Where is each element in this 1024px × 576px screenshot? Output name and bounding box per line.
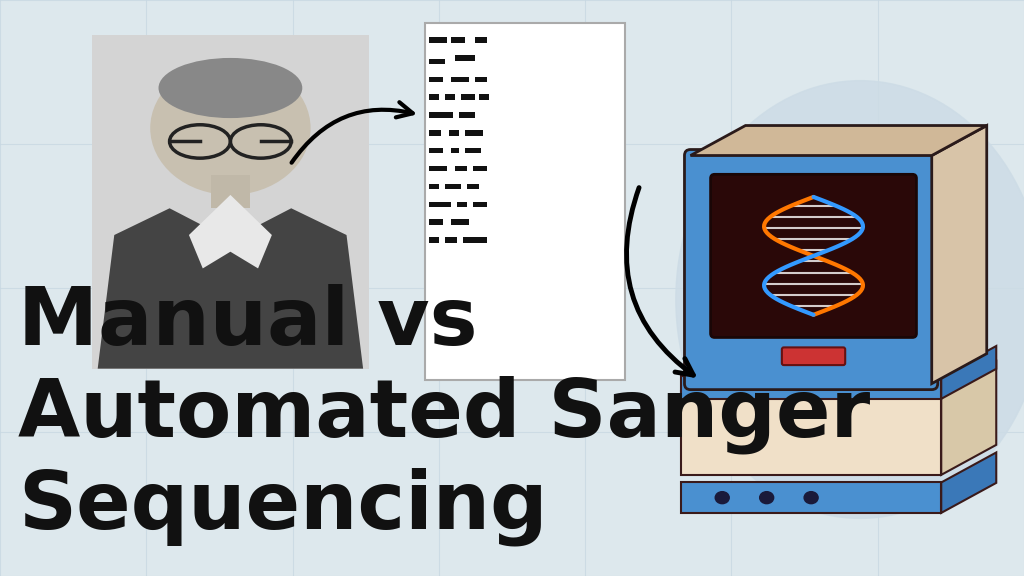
Text: Sequencing: Sequencing [18,468,548,546]
Bar [429,59,444,64]
Bar [429,112,453,118]
Polygon shape [932,126,987,384]
FancyBboxPatch shape [782,347,845,365]
Polygon shape [941,453,996,513]
Bar [429,166,446,171]
Ellipse shape [151,61,310,195]
Bar [92,35,369,369]
Bar [681,483,941,513]
Bar [429,130,441,135]
Bar [429,94,439,100]
Bar [449,130,459,135]
Bar [429,219,443,225]
Bar [451,219,469,225]
Text: Automated Sanger: Automated Sanger [18,376,870,454]
Text: Manual vs: Manual vs [18,283,477,362]
Polygon shape [188,195,272,268]
Bar [211,175,250,209]
FancyBboxPatch shape [684,150,938,389]
Bar [429,37,446,43]
Bar [455,55,475,60]
Bar [425,23,625,380]
Bar [451,37,465,43]
Bar [461,94,475,100]
Ellipse shape [715,492,729,503]
Polygon shape [941,346,996,399]
Polygon shape [681,361,996,391]
Bar [429,77,443,82]
Bar [444,94,455,100]
Bar [473,166,486,171]
Bar [429,148,443,153]
Bar [479,237,486,242]
Bar [451,148,459,153]
FancyBboxPatch shape [711,175,916,338]
Bar [457,202,467,207]
Bar [465,130,483,135]
Bar [475,77,486,82]
Polygon shape [97,209,364,369]
Bar [429,237,439,242]
Bar [444,237,457,242]
FancyBboxPatch shape [681,391,941,475]
Bar [455,166,467,171]
Ellipse shape [804,492,818,503]
Bar [465,148,481,153]
Ellipse shape [676,81,1024,518]
Bar [451,77,469,82]
Polygon shape [941,361,996,475]
Ellipse shape [159,58,302,118]
Bar [467,184,479,189]
Bar [463,237,479,242]
Polygon shape [690,126,987,156]
Ellipse shape [760,492,774,503]
Bar [479,94,488,100]
Bar [473,202,486,207]
Bar [444,184,461,189]
Bar [681,376,941,399]
Bar [92,35,369,369]
Bar [475,37,486,43]
Bar [459,112,475,118]
Bar [429,202,451,207]
Bar [429,184,439,189]
